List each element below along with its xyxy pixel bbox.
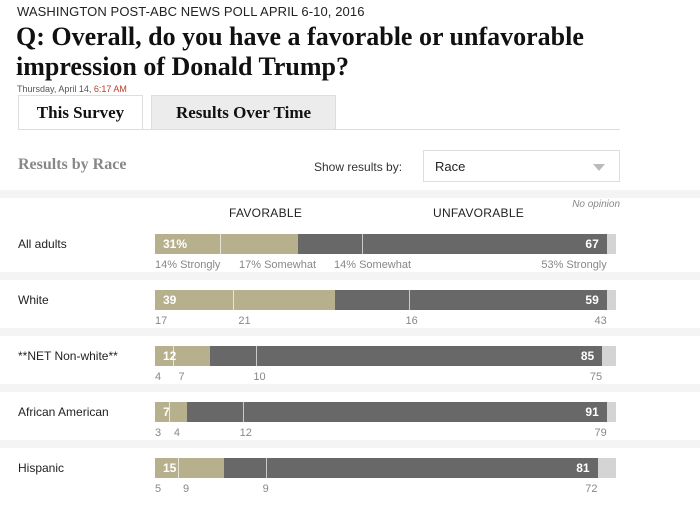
unfavorable-split-line — [265, 458, 267, 478]
favorable-segment — [155, 402, 188, 422]
favorable-header: FAVORABLE — [229, 206, 303, 220]
favorable-segment — [155, 346, 211, 366]
favorable-split-line — [173, 346, 175, 366]
stacked-bar: 39 59 — [155, 290, 616, 310]
select-value: Race — [435, 159, 466, 174]
section-title: Results by Race — [18, 156, 127, 173]
dateline-date: Thursday, April 14, — [17, 84, 92, 94]
unfav-somewhat-label: 16 — [405, 315, 418, 327]
stacked-bar: 7 91 — [155, 402, 616, 422]
favorable-segment — [155, 458, 225, 478]
fav-somewhat-label: 9 — [183, 483, 190, 495]
results-by-select[interactable]: Race — [423, 150, 620, 182]
row-label: White — [18, 293, 49, 307]
favorable-value-label: 15 — [163, 461, 177, 475]
unfavorable-segment — [297, 234, 607, 254]
fav-somewhat-label: 21 — [238, 315, 251, 327]
unfav-strongly-label: 79 — [594, 427, 607, 439]
stacked-bar: 15 81 — [155, 458, 616, 478]
row-label: Hispanic — [18, 461, 65, 475]
tab-divider — [18, 129, 620, 130]
unfavorable-split-line — [256, 346, 258, 366]
favorable-value-label: 39 — [163, 293, 177, 307]
row-separator-band — [0, 384, 700, 392]
dateline: Thursday, April 14, 6:17 AM — [17, 84, 127, 94]
unfav-strongly-label: 53% Strongly — [541, 259, 607, 271]
row-separator-band — [0, 328, 700, 336]
unfavorable-split-line — [242, 402, 244, 422]
fav-somewhat-label: 4 — [173, 427, 180, 439]
unfav-somewhat-label: 10 — [253, 371, 266, 383]
tab-results-over-time[interactable]: Results Over Time — [151, 95, 336, 129]
unfav-somewhat-label: 14% Somewhat — [334, 259, 412, 271]
unfavorable-split-line — [362, 234, 364, 254]
no-opinion-segment — [606, 290, 616, 310]
favorable-split-line — [168, 402, 170, 422]
row-label: African American — [18, 405, 109, 419]
no-opinion-header: No opinion — [572, 199, 620, 210]
chevron-down-icon — [593, 164, 605, 171]
fav-strongly-label: 5 — [155, 483, 162, 495]
row-separator-band — [0, 190, 700, 198]
unfav-strongly-label: 72 — [585, 483, 598, 495]
fav-strongly-label: 4 — [155, 371, 162, 383]
unfavorable-segment — [210, 346, 603, 366]
poll-kicker: WASHINGTON POST-ABC NEWS POLL APRIL 6-10… — [17, 4, 365, 19]
favorable-split-line — [219, 234, 221, 254]
dateline-time: 6:17 AM — [93, 84, 127, 94]
fav-strongly-label: 17 — [155, 315, 168, 327]
favorable-value-label: 7 — [163, 405, 170, 419]
unfav-somewhat-label: 9 — [262, 483, 269, 495]
unfavorable-value-label: 59 — [585, 293, 599, 307]
favorable-split-line — [233, 290, 235, 310]
question-headline: Q: Overall, do you have a favorable or u… — [16, 22, 584, 81]
favorable-split-line — [178, 458, 180, 478]
unfavorable-segment — [187, 402, 607, 422]
fav-strongly-label: 3 — [155, 427, 162, 439]
row-separator-band — [0, 440, 700, 448]
stacked-bar: 31% 67 — [155, 234, 616, 254]
favorable-value-label: 31% — [163, 237, 188, 251]
fav-strongly-label: 14% Strongly — [155, 259, 221, 271]
row-label: **NET Non-white** — [18, 349, 118, 363]
unfavorable-header: UNFAVORABLE — [433, 206, 525, 220]
favorable-segment — [155, 234, 298, 254]
fav-somewhat-label: 17% Somewhat — [239, 259, 317, 271]
favorable-segment — [155, 290, 335, 310]
stacked-bar: 12 85 — [155, 346, 616, 366]
no-opinion-segment — [606, 402, 616, 422]
tab-this-survey[interactable]: This Survey — [18, 95, 143, 130]
unfavorable-value-label: 67 — [585, 237, 599, 251]
fav-somewhat-label: 7 — [178, 371, 185, 383]
row-separator-band — [0, 272, 700, 280]
unfavorable-value-label: 81 — [576, 461, 590, 475]
no-opinion-segment — [602, 346, 616, 366]
unfav-strongly-label: 43 — [594, 315, 607, 327]
unfavorable-split-line — [408, 290, 410, 310]
unfav-somewhat-label: 12 — [239, 427, 252, 439]
favorable-value-label: 12 — [163, 349, 177, 363]
unfav-strongly-label: 75 — [589, 371, 603, 383]
no-opinion-segment — [606, 234, 616, 254]
unfavorable-value-label: 91 — [585, 405, 599, 419]
unfavorable-segment — [224, 458, 598, 478]
unfavorable-segment — [334, 290, 607, 310]
no-opinion-segment — [597, 458, 616, 478]
unfavorable-value-label: 85 — [580, 349, 595, 363]
row-label: All adults — [18, 237, 67, 251]
filter-label: Show results by: — [314, 160, 403, 174]
